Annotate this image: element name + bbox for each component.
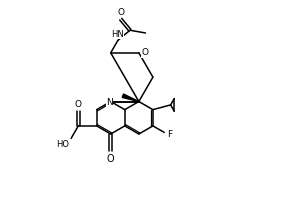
Text: O: O: [117, 8, 124, 17]
Text: HO: HO: [56, 140, 69, 150]
Text: O: O: [107, 154, 115, 164]
Text: F: F: [167, 130, 172, 139]
Text: HN: HN: [112, 30, 124, 39]
Text: O: O: [75, 100, 82, 109]
Text: O: O: [142, 48, 148, 57]
Text: N: N: [106, 98, 113, 107]
Polygon shape: [122, 94, 139, 102]
